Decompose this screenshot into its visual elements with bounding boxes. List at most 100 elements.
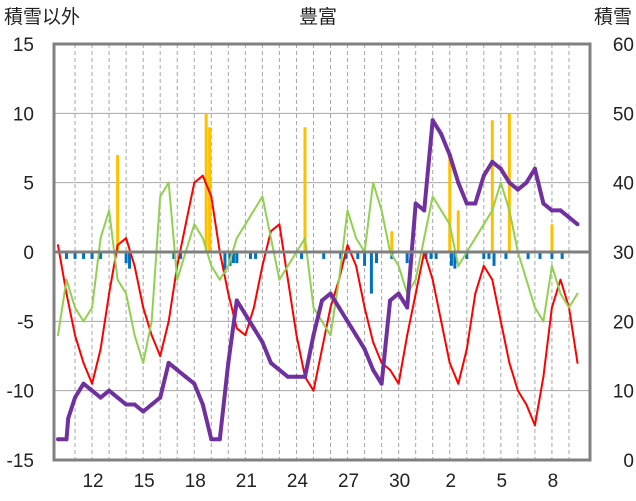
- series-point: [133, 264, 136, 267]
- series-point: [64, 437, 69, 442]
- series-point: [268, 360, 273, 365]
- bar-mark: [73, 252, 77, 259]
- series-point: [218, 278, 221, 281]
- bar-mark: [65, 252, 69, 259]
- bar-mark: [492, 252, 496, 266]
- series-point: [311, 333, 316, 338]
- series-point: [159, 195, 162, 198]
- bar-mark: [356, 252, 360, 259]
- y-left-tick-label: -10: [7, 382, 34, 403]
- series-point: [286, 278, 289, 281]
- series-point: [141, 409, 146, 414]
- series-point: [337, 305, 342, 310]
- series-point: [200, 402, 205, 407]
- series-point: [321, 320, 323, 323]
- series-point: [285, 374, 290, 379]
- y-left-tick-label: 10: [13, 104, 34, 125]
- series-point: [235, 237, 238, 240]
- series-point: [550, 306, 553, 309]
- series-point: [431, 278, 434, 281]
- series-point: [413, 201, 418, 206]
- series-point: [302, 374, 307, 379]
- series-point: [65, 292, 68, 295]
- x-tick-label: 27: [338, 471, 359, 492]
- grid: [54, 44, 590, 460]
- series-point: [380, 209, 383, 212]
- series-point: [303, 237, 306, 240]
- bar-mark: [303, 127, 307, 252]
- bar-mark: [363, 252, 367, 266]
- series-point: [447, 152, 452, 157]
- bar-mark: [235, 252, 239, 264]
- right-axis-label: 積雪: [594, 6, 632, 28]
- bar-mark: [550, 224, 554, 252]
- series-point: [133, 334, 136, 337]
- series-point: [227, 264, 230, 267]
- series-point: [559, 292, 562, 295]
- series-point: [167, 320, 170, 323]
- bar-mark: [538, 252, 542, 259]
- series-point: [108, 292, 111, 295]
- series-point: [252, 306, 255, 309]
- y-right-tick-label: 10: [613, 382, 634, 403]
- series-point: [99, 348, 102, 351]
- bar-mark: [90, 252, 94, 259]
- series-point: [499, 181, 502, 184]
- series-point: [278, 223, 281, 226]
- series-point: [414, 278, 417, 281]
- series-point: [57, 244, 59, 247]
- series-point: [346, 209, 349, 212]
- series-point: [99, 237, 102, 240]
- bar-mark: [487, 252, 491, 259]
- series-point: [65, 278, 68, 281]
- bar-mark: [208, 127, 212, 252]
- series-point: [542, 320, 545, 323]
- series-point: [549, 208, 554, 213]
- series-point: [533, 306, 536, 309]
- series-point: [576, 292, 579, 295]
- x-tick-label: 2: [445, 471, 456, 492]
- y-left-tick-label: -5: [17, 312, 34, 333]
- bar-mark: [482, 252, 486, 259]
- series-point: [73, 395, 78, 400]
- series-point: [405, 305, 410, 310]
- series-point: [457, 382, 460, 385]
- series-point: [397, 264, 400, 267]
- series-point: [149, 402, 154, 407]
- series-point: [345, 319, 350, 324]
- series-point: [474, 292, 477, 295]
- y-right-tick-label: 0: [623, 451, 634, 472]
- series-point: [132, 402, 137, 407]
- y-left-tick-label: -15: [7, 451, 34, 472]
- series-point: [260, 340, 265, 345]
- series-point: [448, 361, 451, 364]
- series-point: [278, 278, 281, 281]
- x-tick-label: 12: [82, 471, 103, 492]
- series-point: [542, 375, 545, 378]
- series-line: [57, 174, 579, 427]
- series-point: [499, 320, 502, 323]
- bar-mark: [434, 252, 438, 259]
- series-point: [56, 437, 60, 442]
- bar-mark: [322, 252, 326, 259]
- series-point: [244, 334, 247, 337]
- series-point: [192, 381, 197, 386]
- bar-mark: [172, 252, 176, 259]
- bar-mark: [116, 154, 120, 252]
- series-point: [354, 333, 359, 338]
- series-point: [235, 327, 238, 330]
- series-point: [567, 306, 570, 309]
- series-point: [125, 292, 128, 295]
- x-tick-label: 15: [134, 471, 155, 492]
- series-point: [312, 306, 315, 309]
- y-right-tick-label: 40: [613, 174, 634, 195]
- x-tick-label: 8: [548, 471, 559, 492]
- series-point: [193, 181, 196, 184]
- series-point: [91, 382, 94, 385]
- bar-mark: [254, 252, 258, 259]
- bar-mark: [223, 252, 227, 273]
- series-point: [491, 278, 494, 281]
- series-point: [142, 306, 145, 309]
- series-point: [508, 209, 511, 212]
